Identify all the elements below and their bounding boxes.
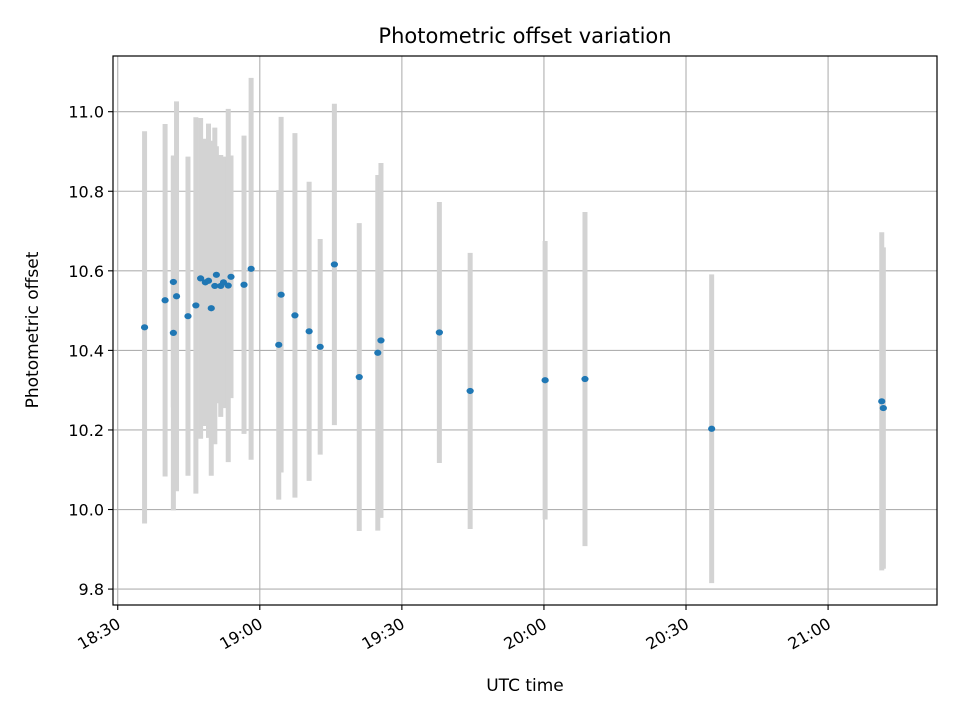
data-point [169,278,177,286]
x-tick-label: 20:00 [501,614,550,654]
data-point [277,291,285,298]
data-point [224,282,232,289]
data-point [140,324,149,331]
data-point [207,305,215,312]
data-point [169,329,177,336]
y-tick-label: 10.4 [68,341,104,360]
data-point [708,425,716,432]
data-point [161,297,169,304]
data-point [212,271,220,278]
data-point [291,312,299,319]
chart-title: Photometric offset variation [378,24,671,48]
x-tick-label: 20:30 [643,614,692,654]
y-tick-label: 10.6 [68,262,104,281]
y-tick-label: 10.0 [68,501,104,520]
data-point [879,404,887,412]
data-point [878,398,886,405]
data-point [275,341,283,348]
data-point [316,343,324,350]
x-tick-label: 19:30 [358,614,407,654]
data-point [204,277,213,284]
data-point [466,387,474,395]
error-bars [142,77,886,584]
data-point [330,261,338,268]
grid-lines [113,56,937,605]
data-point [247,265,255,272]
y-tick-label: 10.2 [68,421,104,440]
data-point [305,328,313,335]
x-tick-label: 21:00 [785,614,834,654]
data-point [355,373,363,381]
data-point [377,337,385,344]
data-points [140,261,887,432]
plot-area-frame [112,55,938,606]
data-point [435,329,443,336]
x-tick-label: 19:00 [216,614,265,654]
data-point [184,313,192,320]
data-point [227,273,235,280]
data-point [192,302,200,309]
data-point [581,375,589,383]
data-point [211,282,219,290]
data-point [240,281,248,288]
data-point [541,377,549,384]
y-tick-label: 10.8 [68,182,104,201]
y-axis-label: Photometric offset [23,251,43,408]
data-point [197,275,205,282]
y-tick-label: 11.0 [68,103,104,122]
data-point [374,349,382,356]
data-point [172,293,181,300]
x-axis-label: UTC time [486,676,564,696]
axis-ticks: 18:30 19:00 19:30 20:00 20:30 21:00 9.8 10.0 10.… [68,103,834,654]
x-tick-label: 18:30 [74,614,123,654]
y-tick-label: 9.8 [79,580,104,599]
